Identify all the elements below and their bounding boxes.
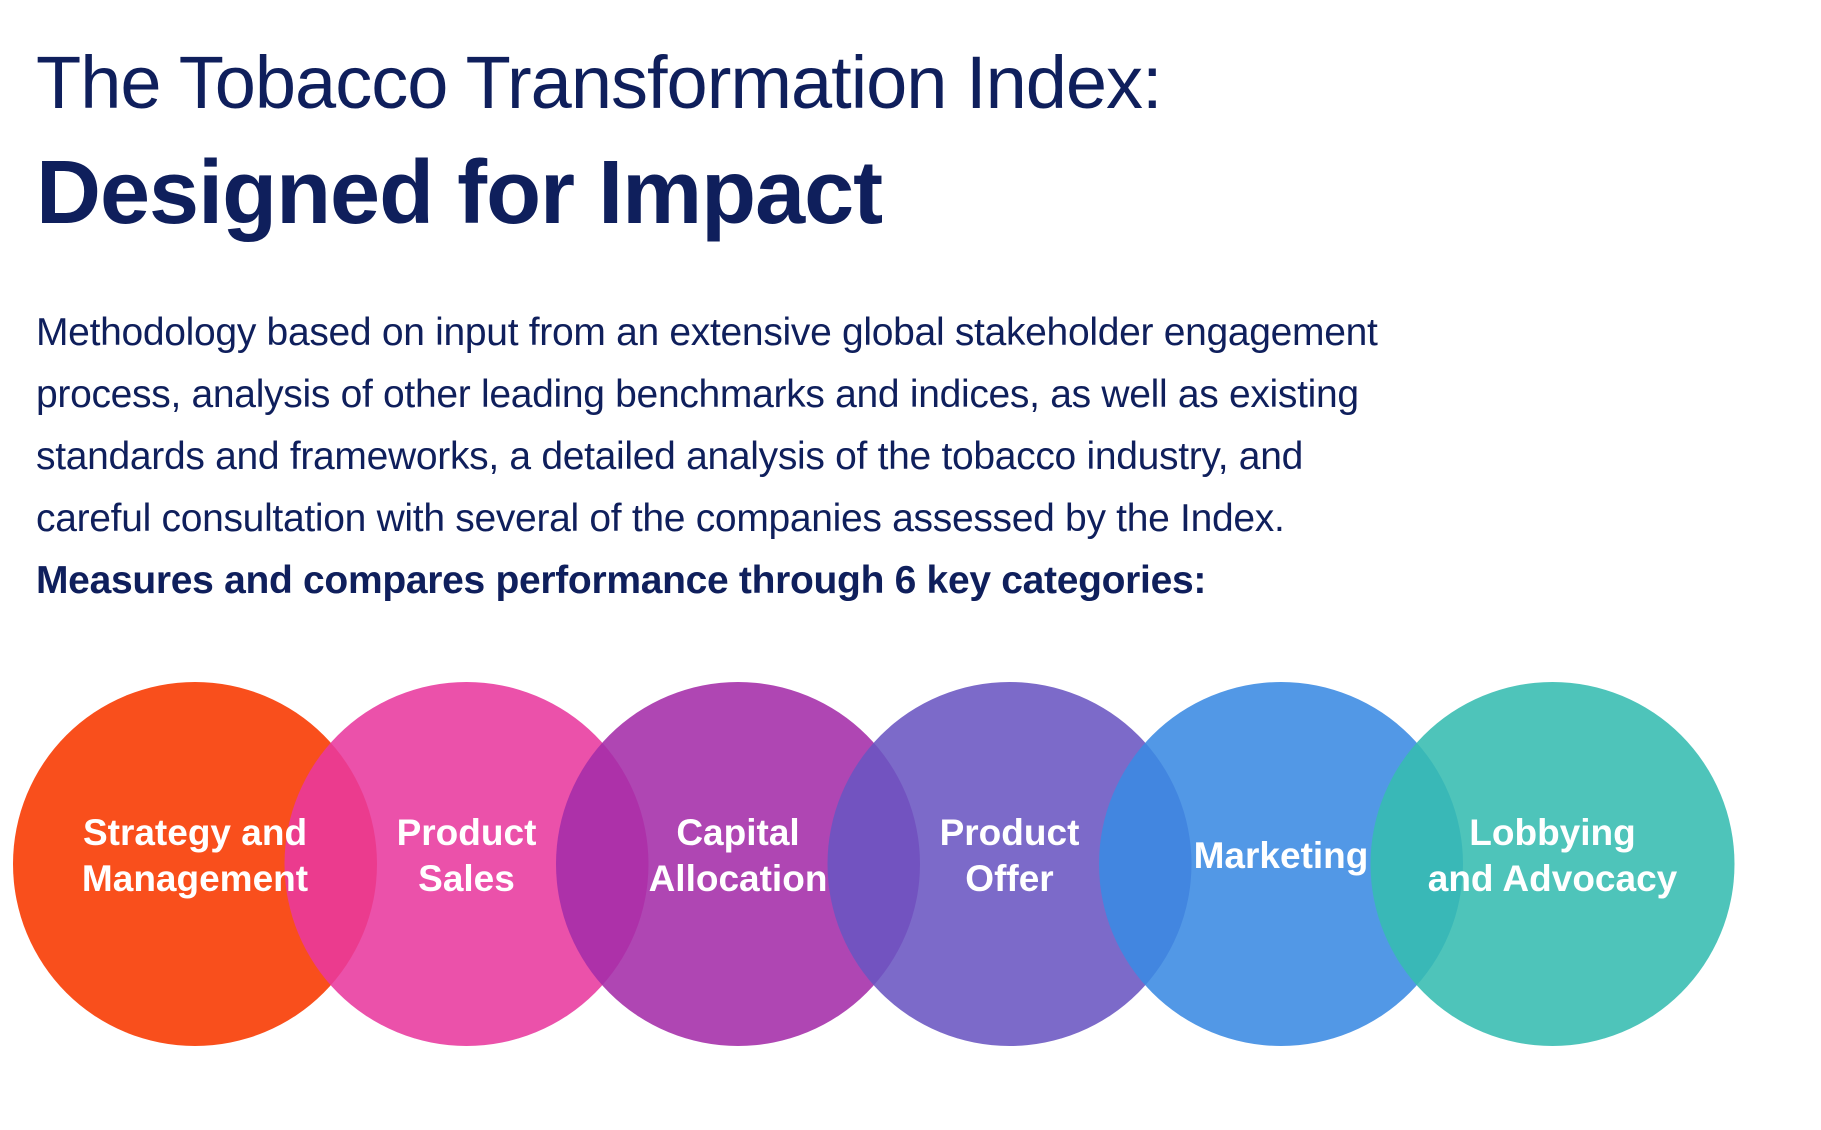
category-label: Strategy and <box>83 812 307 853</box>
text-line: Methodology based on input from an exten… <box>36 311 1378 354</box>
category-label: and Advocacy <box>1428 858 1678 899</box>
text-line: careful consultation with several of the… <box>36 497 1285 540</box>
category-label: Sales <box>418 858 515 899</box>
category-label: Product <box>397 812 537 853</box>
category-circle <box>284 682 649 1046</box>
text-line: process, analysis of other leading bench… <box>36 373 1359 416</box>
text-line: standards and frameworks, a detailed ana… <box>36 435 1303 478</box>
title-bold: Designed for Impact <box>36 143 883 243</box>
emphasis: Measures and compares performance throug… <box>36 559 1207 602</box>
category-circle <box>827 682 1192 1046</box>
description: Methodology based on input from an exten… <box>36 302 1378 612</box>
category-circle <box>1099 682 1463 1046</box>
category-circle <box>1370 682 1735 1046</box>
title: The Tobacco Transformation Index: <box>36 41 1163 124</box>
category-circle <box>13 682 377 1046</box>
category-label: Marketing <box>1194 835 1369 876</box>
category-label: Offer <box>965 858 1053 899</box>
category-label: Capital <box>676 812 799 853</box>
category-label: Lobbying <box>1469 812 1635 853</box>
category-label: Product <box>940 812 1080 853</box>
category-label: Allocation <box>649 858 828 899</box>
category-label: Management <box>82 858 308 899</box>
category-circle <box>556 682 920 1046</box>
